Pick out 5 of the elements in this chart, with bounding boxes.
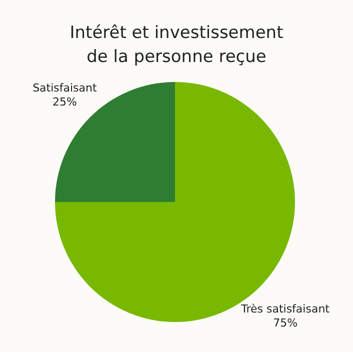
slice-label: Très satisfaisant bbox=[240, 302, 330, 316]
data-label: 75% bbox=[273, 316, 298, 330]
data-label: 25% bbox=[52, 96, 77, 109]
slice-label: Satisfaisant bbox=[32, 82, 98, 95]
chart-title: Intérêt et investissement de la personne reçue bbox=[70, 23, 284, 67]
